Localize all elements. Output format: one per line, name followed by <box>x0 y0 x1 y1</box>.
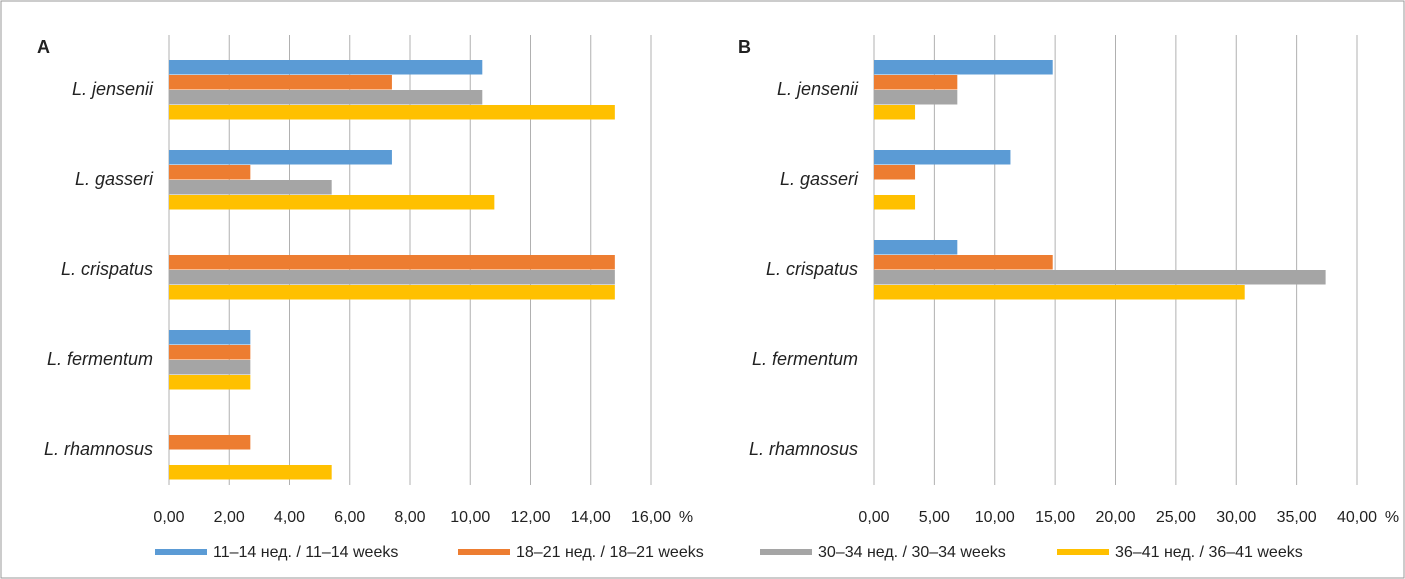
bar <box>169 195 495 210</box>
x-axis-label: % <box>679 509 693 526</box>
bar <box>874 240 958 255</box>
bar <box>169 360 251 375</box>
bar <box>169 180 332 195</box>
x-tick-label: 5,00 <box>919 509 950 526</box>
category-label: L. jensenii <box>72 79 154 99</box>
bar <box>874 150 1011 165</box>
category-label: L. rhamnosus <box>44 439 153 459</box>
legend-label: 36–41 нед. / 36–41 weeks <box>1115 544 1303 561</box>
bar <box>169 435 251 450</box>
bar <box>169 285 615 300</box>
x-tick-label: 16,00 <box>631 509 671 526</box>
x-axis-label: % <box>1385 509 1399 526</box>
x-tick-label: 20,00 <box>1095 509 1135 526</box>
bar <box>169 150 392 165</box>
legend-label: 18–21 нед. / 18–21 weeks <box>516 544 704 561</box>
bar <box>169 255 615 270</box>
x-tick-label: 10,00 <box>450 509 490 526</box>
bar <box>874 60 1053 75</box>
legend-label: 30–34 нед. / 30–34 weeks <box>818 544 1006 561</box>
category-label: L. fermentum <box>47 349 153 369</box>
bar <box>169 375 251 390</box>
legend-swatch <box>458 549 510 555</box>
x-tick-label: 4,00 <box>274 509 305 526</box>
legend-swatch <box>760 549 812 555</box>
legend-label: 11–14 нед. / 11–14 weeks <box>213 544 398 561</box>
x-tick-label: 14,00 <box>571 509 611 526</box>
x-tick-label: 25,00 <box>1156 509 1196 526</box>
category-label: L. rhamnosus <box>749 439 858 459</box>
bar <box>874 195 916 210</box>
x-tick-label: 6,00 <box>334 509 365 526</box>
bar <box>169 345 251 360</box>
bar <box>874 285 1245 300</box>
bar <box>874 90 958 105</box>
bar <box>169 60 483 75</box>
x-tick-label: 30,00 <box>1216 509 1256 526</box>
bar <box>169 165 251 180</box>
bar <box>874 165 916 180</box>
x-tick-label: 8,00 <box>394 509 425 526</box>
legend-swatch <box>155 549 207 555</box>
bar <box>169 105 615 120</box>
panel-title: A <box>37 37 50 57</box>
category-label: L. gasseri <box>75 169 154 189</box>
bar <box>874 270 1326 285</box>
legend-swatch <box>1057 549 1109 555</box>
bar <box>169 270 615 285</box>
x-tick-label: 0,00 <box>858 509 889 526</box>
bar <box>874 105 916 120</box>
bar <box>169 90 483 105</box>
x-tick-label: 0,00 <box>153 509 184 526</box>
bar <box>874 75 958 90</box>
category-label: L. fermentum <box>752 349 858 369</box>
category-label: L. jensenii <box>777 79 859 99</box>
bar <box>169 330 251 345</box>
bar <box>169 75 392 90</box>
x-tick-label: 15,00 <box>1035 509 1075 526</box>
category-label: L. crispatus <box>766 259 858 279</box>
bar <box>169 465 332 480</box>
x-tick-label: 12,00 <box>510 509 550 526</box>
category-label: L. gasseri <box>780 169 859 189</box>
x-tick-label: 40,00 <box>1337 509 1377 526</box>
category-label: L. crispatus <box>61 259 153 279</box>
x-tick-label: 2,00 <box>214 509 245 526</box>
panel-title: B <box>738 37 751 57</box>
x-tick-label: 35,00 <box>1277 509 1317 526</box>
x-tick-label: 10,00 <box>975 509 1015 526</box>
bar <box>874 255 1053 270</box>
